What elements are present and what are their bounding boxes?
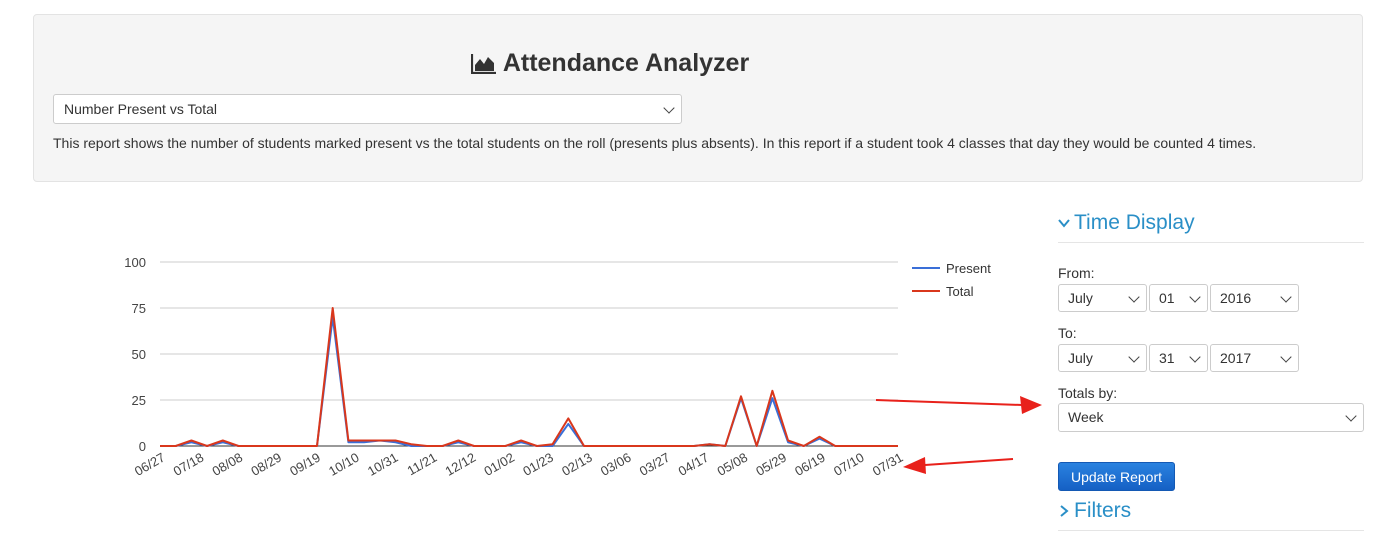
chevron-right-icon [1058, 499, 1069, 517]
chevron-down-icon [1189, 351, 1201, 363]
time-display-divider [1058, 242, 1364, 243]
from-year-value: 2016 [1220, 290, 1252, 306]
legend-label: Present [946, 261, 991, 276]
time-display-toggle[interactable]: Time Display [1058, 211, 1195, 235]
to-label: To: [1058, 325, 1077, 341]
report-description: This report shows the number of students… [53, 135, 1257, 151]
legend-label: Total [946, 284, 974, 299]
y-tick-label: 50 [132, 347, 146, 362]
chevron-down-icon [1128, 291, 1140, 303]
from-day-value: 01 [1159, 290, 1175, 306]
page-title-text: Attendance Analyzer [502, 49, 750, 77]
y-tick-label: 100 [124, 255, 146, 270]
filters-divider [1058, 530, 1364, 531]
y-tick-label: 25 [132, 393, 146, 408]
update-report-button[interactable]: Update Report [1058, 462, 1175, 491]
chevron-down-icon [1280, 351, 1292, 363]
attendance-chart: 0 25 50 75 100 06/27 07/18 08/08 08/29 09/19 10/10… [100, 240, 1030, 510]
to-day-value: 31 [1159, 350, 1175, 366]
totals-by-select[interactable]: Week [1058, 403, 1364, 432]
chevron-down-icon [1189, 291, 1201, 303]
chevron-down-icon [1058, 211, 1070, 228]
chevron-down-icon [1345, 410, 1357, 422]
from-month-value: July [1068, 290, 1093, 306]
annotation-arrow-totals [875, 396, 1042, 414]
report-type-select[interactable]: Number Present vs Total [53, 94, 682, 124]
y-tick-label: 75 [132, 301, 146, 316]
filters-heading: Filters [1074, 499, 1132, 522]
totals-by-value: Week [1068, 409, 1104, 425]
report-type-value: Number Present vs Total [64, 101, 218, 117]
from-year-select[interactable]: 2016 [1210, 284, 1299, 312]
filters-toggle[interactable]: Filters [1058, 499, 1131, 523]
from-label: From: [1058, 265, 1095, 281]
y-tick-label: 0 [139, 439, 146, 454]
to-month-select[interactable]: July [1058, 344, 1147, 372]
area-chart-icon [470, 52, 497, 81]
from-day-select[interactable]: 01 [1149, 284, 1208, 312]
from-month-select[interactable]: July [1058, 284, 1147, 312]
report-header-panel: Attendance Analyzer Number Present vs To… [33, 14, 1363, 182]
page-title: Attendance Analyzer [34, 49, 1186, 81]
to-year-select[interactable]: 2017 [1210, 344, 1299, 372]
annotation-arrow-axis [903, 457, 1014, 474]
series-line-total [160, 307, 898, 447]
to-month-value: July [1068, 350, 1093, 366]
to-day-select[interactable]: 31 [1149, 344, 1208, 372]
time-display-heading: Time Display [1074, 211, 1195, 234]
chevron-down-icon [1128, 351, 1140, 363]
chevron-down-icon [1280, 291, 1292, 303]
to-year-value: 2017 [1220, 350, 1252, 366]
totals-by-label: Totals by: [1058, 385, 1118, 401]
